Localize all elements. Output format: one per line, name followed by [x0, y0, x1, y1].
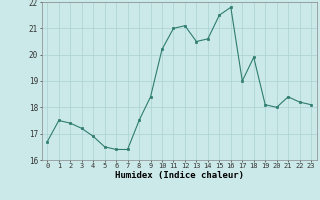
X-axis label: Humidex (Indice chaleur): Humidex (Indice chaleur) [115, 171, 244, 180]
